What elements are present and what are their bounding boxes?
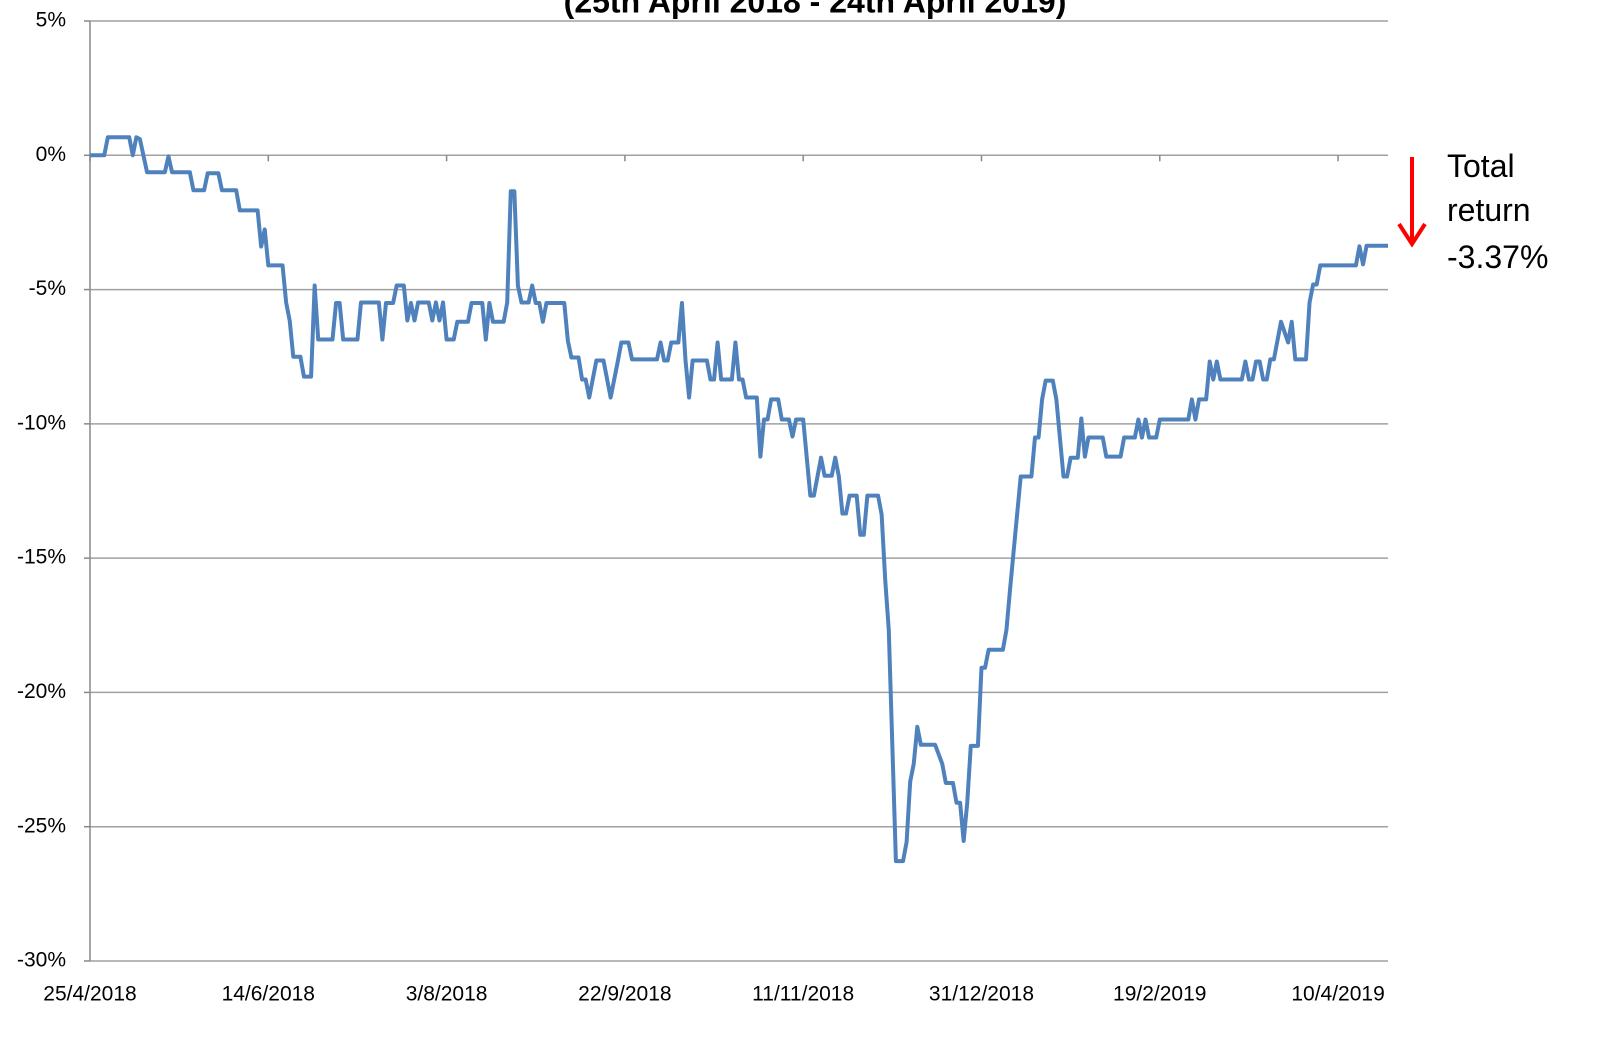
x-tick-label: 14/6/2018 — [222, 983, 315, 1006]
y-tick-label: -5% — [29, 277, 66, 300]
x-tick-label: 3/8/2018 — [406, 983, 488, 1006]
annotation: Total — [1447, 148, 1515, 184]
chart-subtitle: (25th April 2018 - 24th April 2019) — [564, 0, 1067, 19]
x-tick-label: 22/9/2018 — [578, 983, 671, 1006]
annotation: -3.37% — [1447, 239, 1548, 275]
x-tick-label: 31/12/2018 — [929, 983, 1034, 1006]
x-tick-label: 10/4/2019 — [1291, 983, 1384, 1006]
y-tick-label: -10% — [17, 411, 66, 434]
annotation-arrowhead — [1397, 222, 1427, 248]
x-tick-label: 19/2/2019 — [1113, 983, 1206, 1006]
x-tick-label: 25/4/2018 — [43, 983, 136, 1006]
line — [90, 135, 1388, 864]
y-tick-label: 5% — [36, 9, 66, 32]
y-tick-label: 0% — [36, 143, 66, 166]
y-tick-label: -30% — [17, 949, 66, 972]
y-tick-label: -20% — [17, 680, 66, 703]
y-tick-label: -15% — [17, 546, 66, 569]
y-tick-label: -25% — [17, 814, 66, 837]
x-tick-label: 11/11/2018 — [752, 983, 854, 1006]
annotation: return — [1447, 192, 1531, 228]
